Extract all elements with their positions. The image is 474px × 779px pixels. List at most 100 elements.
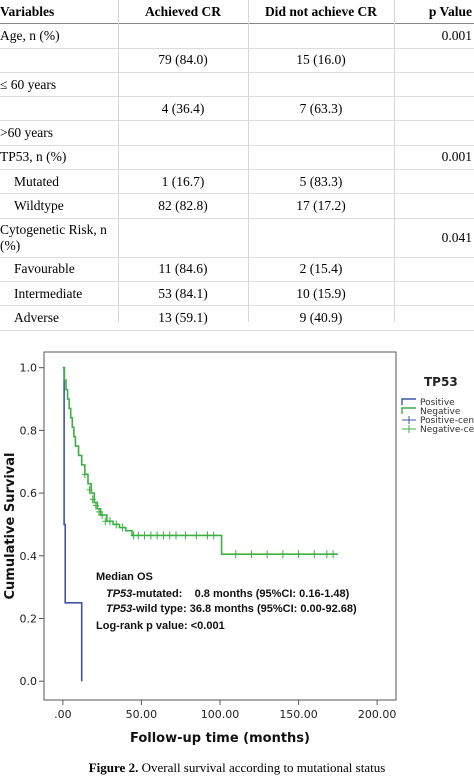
table-row: Wildtype 82 (82.8) 17 (17.2): [0, 193, 474, 219]
censor-mark: [295, 550, 302, 559]
achieved-cr-value: [118, 145, 248, 171]
censor-mark: [173, 531, 179, 540]
p-value: 0.001: [394, 145, 474, 171]
row-label: Mutated: [0, 169, 118, 195]
y-tick-label: 0.6: [20, 487, 38, 500]
x-tick-label: 200.00: [358, 708, 397, 721]
legend-entry: Negative: [401, 407, 461, 417]
censor-mark: [86, 485, 93, 494]
censor-mark: [248, 550, 255, 559]
not-achieved-cr-value: 9 (40.9): [248, 305, 394, 331]
censor-mark: [232, 550, 239, 559]
censor-mark: [166, 531, 173, 540]
y-axis-label: Cumulative Survival: [3, 453, 18, 600]
p-value: [394, 48, 474, 73]
censor-mark: [96, 507, 102, 516]
p-value: 0.001: [394, 23, 474, 49]
censor-mark: [160, 531, 167, 540]
header-not-achieved-cr: Did not achieve CR: [248, 0, 394, 25]
p-value: [394, 169, 474, 195]
row-label: Favourable: [0, 257, 118, 282]
table-row: Mutated 1 (16.7) 5 (83.3): [0, 169, 474, 195]
annotation-title: Median OS: [96, 571, 153, 583]
censor-mark: [311, 550, 318, 559]
achieved-cr-value: 4 (36.4): [118, 96, 248, 122]
row-label: Intermediate: [0, 281, 118, 307]
achieved-cr-value: [118, 23, 248, 49]
survival-chart: .00 50.00 100.00 150.00 200.00 0.0 0.2 0.4 0.6 0.…: [3, 351, 474, 746]
not-achieved-cr-value: 10 (15.9): [248, 281, 394, 307]
header-p-value: p Value: [394, 0, 474, 25]
row-label: TP53, n (%): [0, 145, 118, 171]
achieved-cr-value: 1 (16.7): [118, 169, 248, 195]
table-row: Intermediate 53 (84.1) 10 (15.9): [0, 281, 474, 307]
achieved-cr-value: 53 (84.1): [118, 281, 248, 307]
row-label: Wildtype: [0, 193, 118, 219]
p-value: [394, 193, 474, 219]
table-row: 79 (84.0) 15 (16.0): [0, 48, 474, 73]
p-value: [394, 281, 474, 307]
caption-label: Figure 2.: [88, 760, 139, 775]
row-label: [0, 96, 118, 122]
legend-label: Negative: [420, 407, 461, 417]
censor-mark: [81, 470, 88, 479]
legend-entry: Positive-censored: [402, 416, 474, 426]
p-value: [394, 305, 474, 331]
row-label: >60 years: [0, 120, 118, 146]
censor-mark: [107, 517, 113, 526]
achieved-cr-value: 13 (59.1): [118, 305, 248, 331]
legend-entry: Negative-censored: [402, 425, 474, 435]
row-label: ≤ 60 years: [0, 72, 118, 98]
p-value: 0.041: [394, 218, 474, 258]
not-achieved-cr-value: 15 (16.0): [248, 48, 394, 73]
annotation-logrank: Log-rank p value: <0.001: [96, 620, 225, 632]
x-tick-label: 100.00: [201, 708, 240, 721]
censor-mark: [141, 531, 148, 540]
legend-entry: Positive: [401, 398, 455, 408]
row-label: [0, 48, 118, 73]
header-variables: Variables: [0, 0, 118, 25]
annotation-text: -wild type: 36.8 months (95%CI: 0.00-92.…: [132, 603, 357, 615]
x-axis-label: Follow-up time (months): [130, 731, 310, 746]
legend-label: Positive: [420, 398, 455, 408]
censor-mark: [264, 550, 271, 559]
table-row: Cytogenetic Risk, n (%) 0.041: [0, 218, 474, 258]
censor-mark: [113, 520, 120, 529]
y-tick-label: 0.2: [20, 612, 38, 625]
table-row: Adverse 13 (59.1) 9 (40.9): [0, 305, 474, 331]
legend-label: Positive-censored: [420, 416, 474, 426]
censor-mark: [119, 523, 126, 532]
row-label: Cytogenetic Risk, n (%): [0, 218, 118, 258]
table-row: ≤ 60 years: [0, 72, 474, 98]
achieved-cr-value: [118, 72, 248, 98]
p-value: [394, 120, 474, 146]
censor-mark: [89, 495, 96, 504]
x-tick-label: 150.00: [279, 708, 318, 721]
table-row: Age, n (%) 0.001: [0, 23, 474, 49]
p-value: [394, 257, 474, 282]
p-value: [394, 72, 474, 98]
censor-mark: [135, 531, 142, 540]
censor-mark: [330, 550, 337, 559]
y-tick-label: 0.4: [20, 550, 38, 563]
censor-mark: [193, 531, 200, 540]
censor-mark: [210, 531, 217, 540]
censor-mark: [154, 531, 161, 540]
not-achieved-cr-value: 5 (83.3): [248, 169, 394, 195]
annotation-gene: TP53: [106, 603, 132, 615]
table-row: TP53, n (%) 0.001: [0, 145, 474, 171]
y-tick-label: 1.0: [20, 362, 38, 375]
y-tick-label: 0.8: [20, 424, 38, 437]
header-achieved-cr: Achieved CR: [118, 0, 248, 25]
not-achieved-cr-value: [248, 145, 394, 171]
annotation-gene: TP53: [106, 588, 132, 600]
not-achieved-cr-value: [248, 218, 394, 258]
censor-mark: [92, 501, 99, 510]
legend-label: Negative-censored: [420, 425, 474, 435]
achieved-cr-value: 82 (82.8): [118, 193, 248, 219]
annotation-line-mutated: TP53-mutated: 0.8 months (95%CI: 0.16-1.…: [106, 588, 350, 600]
censor-mark: [204, 531, 211, 540]
achieved-cr-value: 11 (84.6): [118, 257, 248, 282]
plot-frame: [43, 351, 397, 701]
row-label: Adverse: [0, 305, 118, 331]
